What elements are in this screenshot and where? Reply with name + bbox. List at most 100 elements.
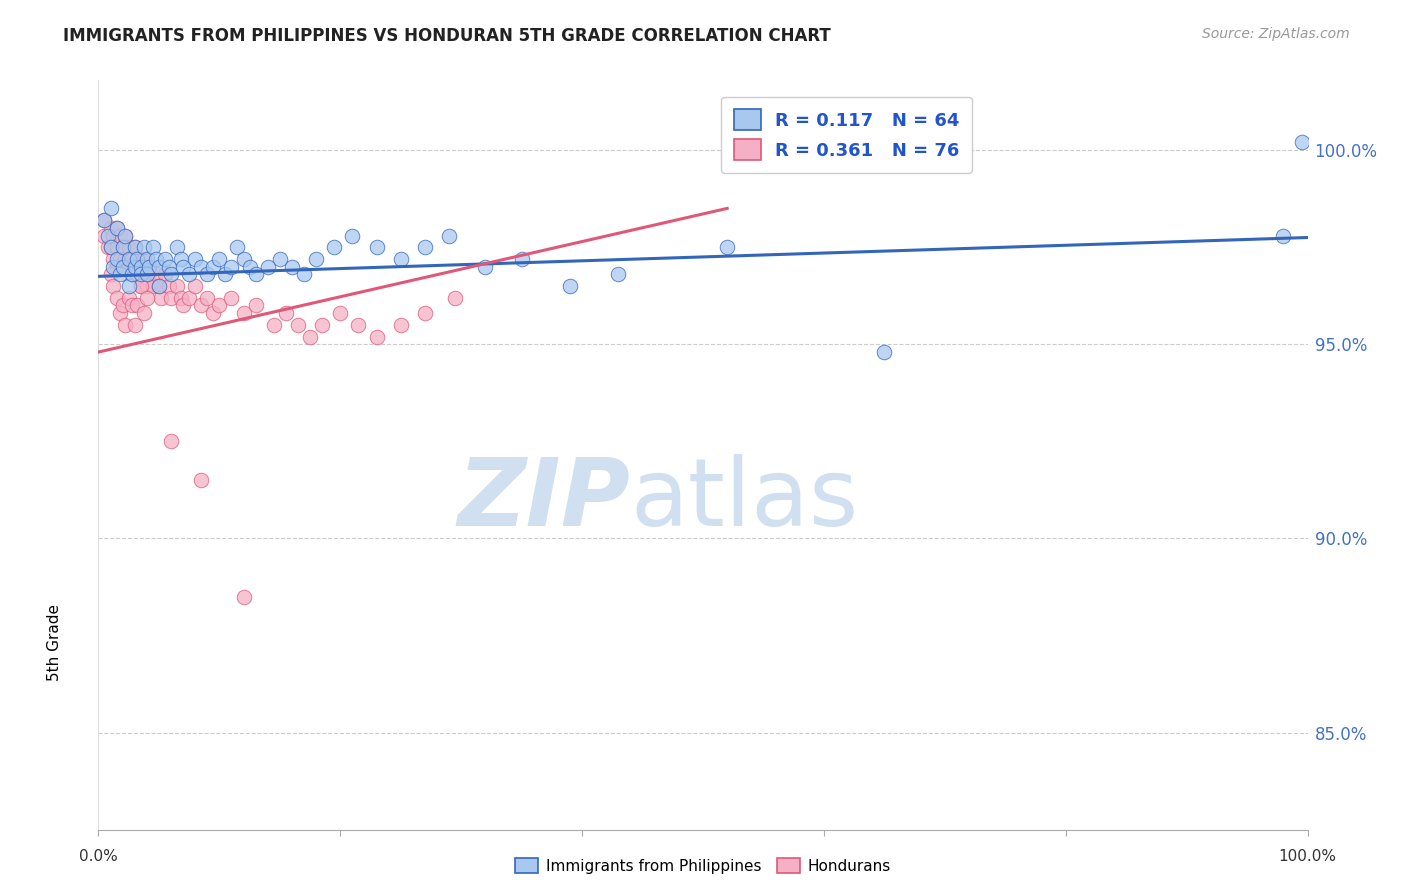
Point: [190, 473, 212, 487]
Point: [226, 240, 249, 254]
Point: [134, 306, 156, 320]
Point: [169, 252, 191, 266]
Point: [160, 434, 183, 449]
Point: [323, 240, 346, 254]
Point: [127, 252, 149, 266]
Point: [118, 279, 141, 293]
Point: [118, 240, 141, 254]
Point: [366, 240, 388, 254]
Point: [100, 202, 122, 216]
Point: [389, 252, 412, 266]
Legend: R = 0.117   N = 64, R = 0.361   N = 76: R = 0.117 N = 64, R = 0.361 N = 76: [721, 97, 972, 173]
Point: [118, 291, 141, 305]
Point: [111, 298, 134, 312]
Point: [129, 260, 152, 274]
Point: [134, 252, 156, 266]
Point: [105, 252, 128, 266]
Point: [142, 279, 165, 293]
Point: [1291, 136, 1313, 150]
Point: [118, 260, 141, 274]
Point: [148, 279, 170, 293]
Point: [100, 268, 122, 282]
Point: [135, 279, 157, 293]
Point: [124, 318, 146, 332]
Point: [202, 306, 225, 320]
Point: [1272, 228, 1295, 243]
Point: [256, 260, 278, 274]
Point: [121, 268, 143, 282]
Point: [127, 268, 149, 282]
Point: [101, 228, 124, 243]
Point: [135, 291, 157, 305]
Point: [184, 279, 207, 293]
Text: Source: ZipAtlas.com: Source: ZipAtlas.com: [1202, 27, 1350, 41]
Point: [179, 268, 201, 282]
Point: [108, 268, 131, 282]
Point: [134, 240, 156, 254]
Point: [716, 240, 738, 254]
Point: [100, 240, 122, 254]
Point: [105, 220, 128, 235]
Point: [190, 298, 212, 312]
Text: 0.0%: 0.0%: [79, 849, 118, 864]
Point: [245, 268, 267, 282]
Point: [153, 252, 176, 266]
Point: [172, 260, 194, 274]
Point: [121, 252, 143, 266]
Point: [607, 268, 630, 282]
Point: [142, 240, 165, 254]
Point: [221, 291, 243, 305]
Point: [157, 279, 180, 293]
Point: [93, 228, 115, 243]
Point: [108, 228, 131, 243]
Point: [232, 306, 254, 320]
Point: [93, 213, 115, 227]
Point: [129, 268, 152, 282]
Point: [437, 228, 460, 243]
Legend: Immigrants from Philippines, Hondurans: Immigrants from Philippines, Hondurans: [509, 852, 897, 880]
Point: [172, 298, 194, 312]
Point: [108, 252, 131, 266]
Point: [114, 228, 136, 243]
Point: [292, 268, 315, 282]
Point: [111, 260, 134, 274]
Point: [305, 252, 328, 266]
Point: [274, 306, 297, 320]
Point: [138, 260, 160, 274]
Point: [135, 260, 157, 274]
Point: [281, 260, 304, 274]
Point: [413, 240, 436, 254]
Point: [444, 291, 467, 305]
Point: [342, 228, 364, 243]
Point: [138, 268, 160, 282]
Point: [124, 260, 146, 274]
Point: [127, 252, 149, 266]
Point: [148, 260, 170, 274]
Point: [347, 318, 370, 332]
Point: [160, 268, 183, 282]
Point: [148, 279, 170, 293]
Point: [105, 260, 128, 274]
Point: [329, 306, 352, 320]
Point: [873, 345, 896, 359]
Point: [150, 291, 173, 305]
Point: [100, 220, 122, 235]
Point: [190, 260, 212, 274]
Point: [129, 279, 152, 293]
Point: [111, 260, 134, 274]
Point: [111, 240, 134, 254]
Point: [135, 268, 157, 282]
Point: [169, 291, 191, 305]
Point: [129, 260, 152, 274]
Point: [195, 268, 218, 282]
Point: [263, 318, 285, 332]
Point: [202, 260, 225, 274]
Point: [221, 260, 243, 274]
Point: [389, 318, 412, 332]
Point: [232, 590, 254, 604]
Point: [114, 228, 136, 243]
Text: IMMIGRANTS FROM PHILIPPINES VS HONDURAN 5TH GRADE CORRELATION CHART: IMMIGRANTS FROM PHILIPPINES VS HONDURAN …: [63, 27, 831, 45]
Point: [232, 252, 254, 266]
Point: [121, 268, 143, 282]
Point: [166, 279, 188, 293]
